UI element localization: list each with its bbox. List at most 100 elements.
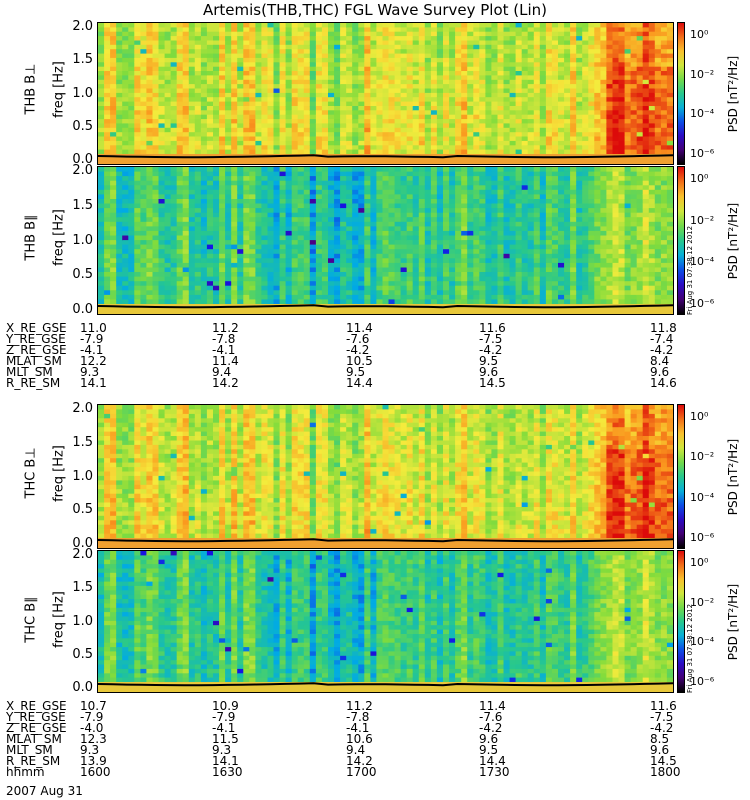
heatmap-cell <box>188 110 196 116</box>
heatmap-cell <box>164 23 172 28</box>
heatmap-cell <box>576 92 583 98</box>
heatmap-cell <box>303 75 311 81</box>
heatmap-cell <box>503 57 511 63</box>
heatmap-cell <box>666 88 673 94</box>
heatmap-cell <box>309 110 317 116</box>
heatmap-cell <box>128 149 135 155</box>
heatmap-cell <box>297 299 305 305</box>
heatmap-cell <box>400 171 408 177</box>
heatmap-cell <box>128 40 135 46</box>
heatmap-cell <box>491 114 499 120</box>
heatmap-cell <box>346 114 353 120</box>
heatmap-cell <box>346 88 353 94</box>
heatmap-cell <box>225 272 232 278</box>
heatmap-cell <box>388 132 396 138</box>
heatmap-cell <box>231 281 238 287</box>
heatmap-cell <box>515 23 523 28</box>
heatmap-cell <box>461 62 468 68</box>
heatmap-cell <box>388 180 396 186</box>
heatmap-cell <box>267 79 275 85</box>
heatmap-cell <box>358 132 365 138</box>
heatmap-cell <box>273 119 281 125</box>
heatmap-cell <box>521 49 529 55</box>
heatmap-cell <box>116 230 123 237</box>
heatmap-cell <box>273 294 281 301</box>
heatmap-cell <box>219 132 226 138</box>
heatmap-cell <box>430 221 438 227</box>
heatmap-cell <box>334 27 341 33</box>
heatmap-cell <box>104 97 111 103</box>
heatmap-cell <box>285 189 293 195</box>
heatmap-cell <box>564 145 571 151</box>
heatmap-cell <box>321 249 329 255</box>
heatmap-cell <box>461 31 468 37</box>
heatmap-cell <box>164 119 172 125</box>
heatmap-cell <box>521 249 529 255</box>
heatmap-cell <box>279 203 287 209</box>
heatmap-cell <box>388 57 396 63</box>
heatmap-cell <box>436 276 444 282</box>
heatmap-cell <box>479 66 486 72</box>
heatmap-cell <box>303 97 311 103</box>
heatmap-cell <box>291 294 299 301</box>
heatmap-cell <box>558 114 565 120</box>
heatmap-cell <box>321 272 329 278</box>
heatmap-cell <box>225 208 232 214</box>
heatmap-cell <box>473 49 480 55</box>
heatmap-cell <box>140 44 148 50</box>
heatmap-cell <box>430 49 438 55</box>
heatmap-cell <box>98 62 105 68</box>
heatmap-cell <box>418 253 426 259</box>
heatmap-cell <box>545 79 553 85</box>
heatmap-cell <box>340 221 347 227</box>
heatmap-cell <box>642 44 650 50</box>
heatmap-cell <box>182 149 190 155</box>
heatmap-cell <box>449 92 456 98</box>
heatmap-cell <box>225 66 232 72</box>
heatmap-cell <box>594 79 601 85</box>
heatmap-cell <box>261 185 269 191</box>
heatmap-cell <box>666 132 673 138</box>
heatmap-cell <box>400 92 408 98</box>
heatmap-cell <box>412 185 420 191</box>
heatmap-cell <box>376 110 384 116</box>
heatmap-cell <box>430 75 438 81</box>
heatmap-cell <box>146 199 154 205</box>
heatmap-cell <box>321 281 329 287</box>
heatmap-cell <box>352 203 359 209</box>
heatmap-cell <box>376 88 384 94</box>
heatmap-cell <box>533 66 541 72</box>
heatmap-cell <box>273 23 281 28</box>
heatmap-cell <box>479 176 486 182</box>
heatmap-cell <box>309 123 317 129</box>
heatmap-cell <box>455 101 462 107</box>
heatmap-cell <box>261 57 269 63</box>
heatmap-cell <box>122 203 129 209</box>
heatmap-cell <box>424 53 432 59</box>
heatmap-cell <box>461 185 468 191</box>
heatmap-cell <box>285 136 293 142</box>
heatmap-cell <box>297 140 305 146</box>
heatmap-cell <box>400 40 408 46</box>
heatmap-cell <box>630 101 638 107</box>
heatmap-cell <box>334 66 341 72</box>
heatmap-cell <box>98 23 105 28</box>
heatmap-cell <box>443 23 450 28</box>
heatmap-cell <box>237 27 244 33</box>
heatmap-cell <box>213 66 220 72</box>
heatmap-cell <box>388 119 396 125</box>
heatmap-cell <box>503 240 511 246</box>
heatmap-cell <box>388 27 396 33</box>
heatmap-cell <box>509 217 517 223</box>
heatmap-cell <box>527 226 535 232</box>
heatmap-cell <box>255 136 263 142</box>
heatmap-cell <box>455 262 462 269</box>
heatmap-cell <box>104 106 111 111</box>
heatmap-cell <box>582 132 589 138</box>
heatmap-cell <box>279 212 287 218</box>
heatmap-cell <box>382 272 390 278</box>
heatmap-cell <box>346 119 353 125</box>
heatmap-cell <box>539 110 547 116</box>
heatmap-cell <box>200 258 208 264</box>
heatmap-cell <box>618 110 626 116</box>
